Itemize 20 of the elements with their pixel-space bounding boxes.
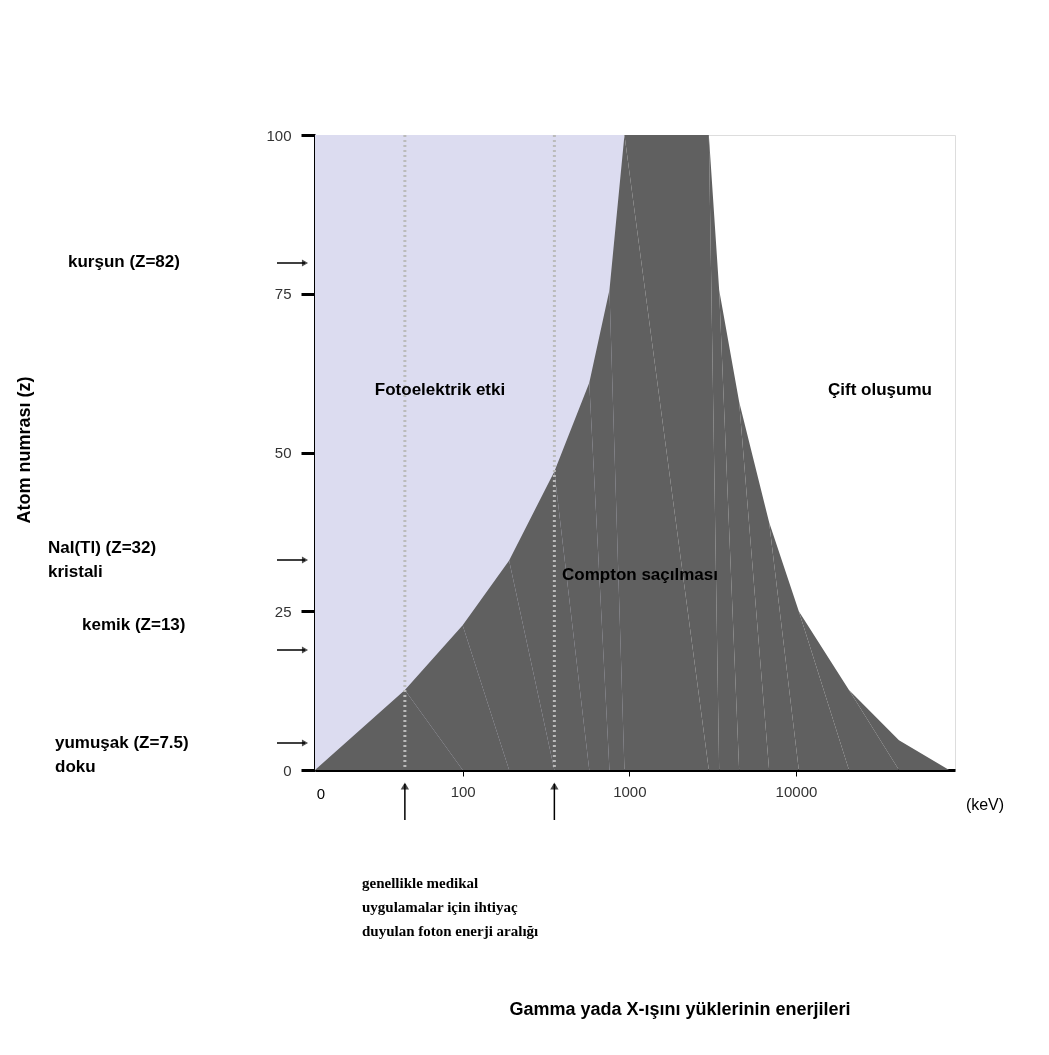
text: yumuşak (Z=7.5) doku (55, 733, 189, 776)
text: NaI(Tl) (Z=32) kristali (48, 538, 157, 581)
annotation: Çift oluşumu (828, 380, 932, 399)
x-tick-label: 100 (450, 782, 476, 800)
text: kemik (Z=13) (82, 615, 186, 634)
text: Atom numrası (z) (14, 376, 34, 524)
x-tick-label: 1000 (613, 782, 647, 800)
y-tick-label: 0 (283, 761, 292, 779)
y-tick-label: 50 (274, 444, 292, 461)
annotation: Compton saçılması (562, 565, 718, 584)
text: Gamma yada X-ışını yüklerinin enerjileri (509, 999, 851, 1019)
y-tick-label: 100 (266, 126, 292, 144)
annotation: Fotoelektrik etki (374, 380, 506, 399)
x-tick-label: 10000 (775, 782, 818, 800)
y-tick-label: 25 (274, 602, 292, 620)
y-tick-label: 75 (274, 285, 292, 303)
text: 0 (316, 785, 326, 802)
text: genellikle medikal uygulamalar için ihtiyaç duyulan foton enerji aralığı (362, 875, 539, 939)
text: kurşun (Z=82) (68, 252, 180, 271)
text: (keV) (965, 796, 1005, 813)
